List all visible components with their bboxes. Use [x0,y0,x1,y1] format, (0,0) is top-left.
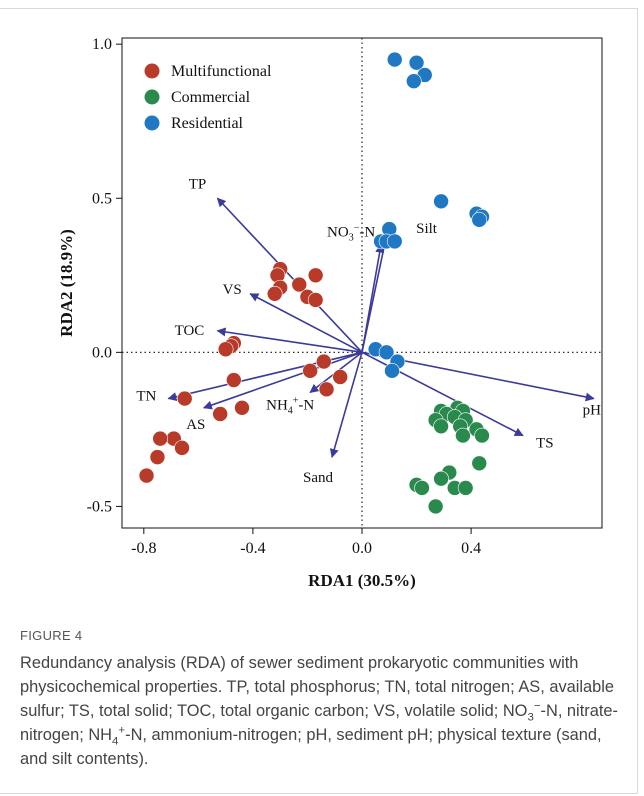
arrow-label: pH [583,403,602,419]
point-commercial [427,498,444,515]
point-multifunctional [174,440,190,456]
arrow-tp [216,197,363,353]
arrow-label: TOC [175,323,205,339]
point-multifunctional [307,292,324,308]
arrow-label: AS [186,417,205,433]
legend-label-multifunctional: Multifunctional [171,63,272,80]
x-axis-label: RDA1 (30.5%) [308,571,416,590]
point-commercial [433,418,449,435]
y-axis-label: RDA2 (18.9%) [57,229,76,337]
point-multifunctional [217,341,234,358]
arrow-toc [216,327,363,354]
point-multifunctional [176,390,193,407]
figure-label: FIGURE 4 [20,628,83,643]
arrow-sand [329,352,363,458]
arrow-label: TN [136,389,156,405]
figure-caption: FIGURE 4 Redundancy analysis (RDA) of se… [20,628,620,771]
arrow-label: VS [223,282,242,298]
point-multifunctional [266,285,283,302]
point-commercial [474,427,490,444]
point-commercial [455,427,471,444]
point-residential [408,54,425,71]
point-multifunctional [307,267,324,284]
x-axis: -0.8 -0.4 0.0 0.4 [131,528,481,557]
point-residential [406,73,422,89]
point-multifunctional [226,372,242,388]
legend-marker-residential [144,115,160,131]
point-commercial [414,480,430,496]
x-tick-label: -0.8 [131,540,156,557]
legend: Multifunctional Commercial Residential [144,63,272,132]
sample-points [138,51,490,515]
point-multifunctional [291,276,308,293]
point-residential [471,212,488,228]
point-residential [384,363,400,379]
point-multifunctional [212,406,228,422]
point-multifunctional [318,381,335,398]
point-multifunctional [332,369,348,385]
arrow-label: NH4+-N [266,395,314,416]
point-residential [433,193,449,210]
y-tick-label: -0.5 [87,498,112,515]
arrow-vs [249,293,363,354]
rda-biplot: -0.8 -0.4 0.0 0.4 -0.5 0.0 0.5 1.0 TP VS TOC TN AS… [57,36,603,590]
point-multifunctional [152,430,168,447]
caption-text: Redundancy analysis (RDA) of sewer sedim… [20,654,618,768]
point-multifunctional [234,400,250,416]
x-tick-label: 0.0 [352,540,372,557]
arrow-labels: TP VS TOC TN AS NH4+-N Sand NO3−-N Silt pH TS [136,176,601,486]
point-commercial [457,480,474,496]
arrow-label: Silt [416,221,438,237]
point-multifunctional [316,353,332,370]
plot-area-border [121,37,603,529]
y-tick-label: 0.0 [92,344,112,361]
point-residential [386,233,403,250]
arrow-label: TP [189,176,207,192]
zero-lines [122,38,602,528]
y-tick-label: 1.0 [92,36,112,53]
point-multifunctional [302,363,318,379]
y-tick-label: 0.5 [92,190,112,207]
arrow-label: TS [536,436,554,452]
legend-label-residential: Residential [171,115,244,132]
arrow-as [202,351,363,410]
point-residential [386,51,403,68]
x-tick-label: 0.4 [461,540,481,557]
point-multifunctional [149,449,166,465]
y-axis: -0.5 0.0 0.5 1.0 [87,36,122,515]
point-multifunctional [138,467,155,484]
arrow-silt [361,234,390,353]
legend-marker-multifunctional [144,63,160,79]
arrow-label: Sand [303,470,334,486]
point-commercial [471,455,488,472]
x-tick-label: -0.4 [240,540,265,557]
figure-frame [0,8,638,794]
legend-label-commercial: Commercial [171,89,251,106]
point-residential [378,344,395,361]
legend-marker-commercial [144,89,160,105]
arrow-label: NO3−-N [327,222,375,243]
point-commercial [433,470,449,487]
